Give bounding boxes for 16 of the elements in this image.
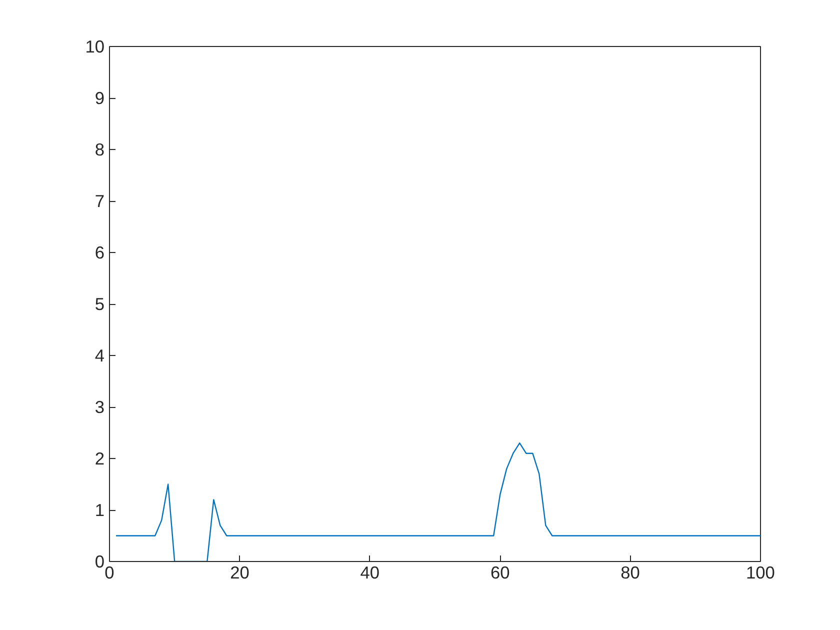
- x-tick-label: 60: [490, 562, 510, 582]
- x-tick-label: 80: [620, 562, 640, 582]
- y-tick-label: 8: [94, 140, 105, 160]
- line-series: [115, 442, 760, 562]
- x-tick-label: 100: [746, 562, 775, 582]
- y-tick-label: 5: [94, 294, 105, 314]
- y-tick-label: 2: [94, 448, 105, 468]
- x-tick-label: 40: [360, 562, 380, 582]
- y-tick-label: 4: [94, 346, 105, 366]
- y-tick-label: 9: [94, 88, 105, 108]
- y-tick-label: 10: [85, 36, 105, 56]
- y-tick-label: 7: [94, 191, 105, 211]
- y-tick-label: 6: [94, 242, 105, 262]
- x-tick-label: 20: [230, 562, 250, 582]
- y-tick-label: 3: [94, 397, 105, 417]
- y-tick-label: 1: [94, 500, 105, 520]
